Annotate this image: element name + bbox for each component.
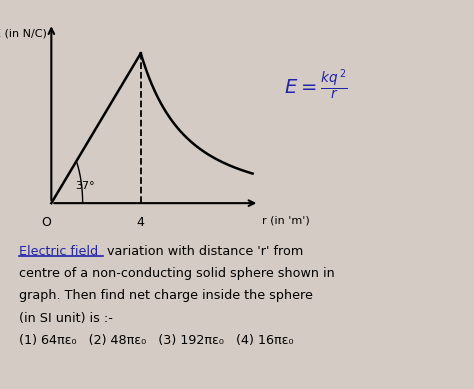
Text: 4: 4: [137, 216, 145, 229]
Text: graph. Then find net charge inside the sphere: graph. Then find net charge inside the s…: [19, 289, 313, 302]
Text: (1) 64πε₀   (2) 48πε₀   (3) 192πε₀   (4) 16πε₀: (1) 64πε₀ (2) 48πε₀ (3) 192πε₀ (4) 16πε₀: [19, 334, 293, 347]
Text: E (in N/C): E (in N/C): [0, 29, 47, 39]
Text: Electric field: Electric field: [19, 245, 98, 258]
Text: $E = \frac{kq^{\,2}}{r}$: $E = \frac{kq^{\,2}}{r}$: [284, 68, 348, 103]
Text: O: O: [41, 216, 51, 229]
Text: r (in 'm'): r (in 'm'): [262, 216, 309, 226]
Text: variation with distance 'r' from: variation with distance 'r' from: [103, 245, 303, 258]
Text: 37°: 37°: [75, 180, 94, 191]
Text: (in SI unit) is :-: (in SI unit) is :-: [19, 312, 113, 324]
Text: centre of a non-conducting solid sphere shown in: centre of a non-conducting solid sphere …: [19, 267, 335, 280]
